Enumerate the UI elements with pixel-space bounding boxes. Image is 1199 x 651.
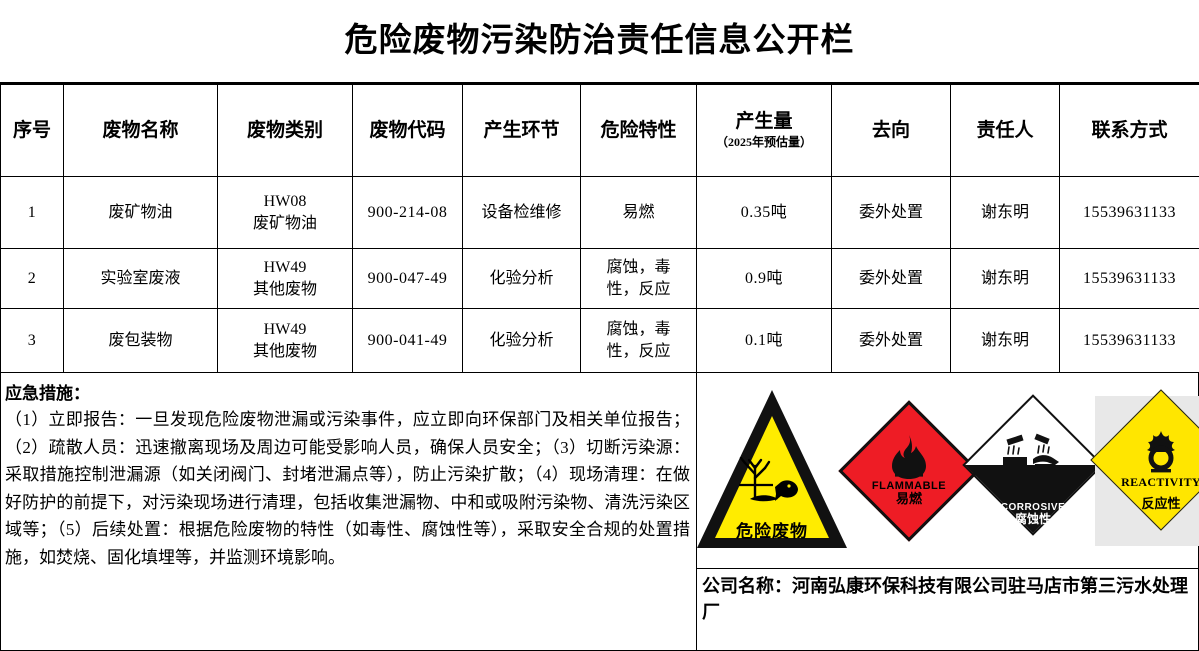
table-row: 1 废矿物油 HW08 废矿物油 900-214-08 设备检维修 易燃 0.3… — [1, 177, 1199, 249]
col-header-person: 责任人 — [951, 85, 1060, 177]
dead-tree-and-fish-icon — [733, 452, 811, 506]
sign-cell-corrosive: CORROSIVE 腐蚀性 — [971, 373, 1095, 568]
sign-cell-flammable: FLAMMABLE 易燃 — [847, 373, 971, 568]
corrosive-cn-label: 腐蚀性 — [971, 513, 1095, 527]
reactivity-content: REACTIVITY 反应性 — [1095, 406, 1199, 536]
table-header-row: 序号 废物名称 废物类别 废物代码 产生环节 危险特性 产生量 （2025年预估… — [1, 85, 1199, 177]
cell-category-code: HW49 — [221, 257, 349, 279]
cell-category-code: HW49 — [221, 319, 349, 341]
cell-stage: 化验分析 — [463, 249, 581, 309]
reactivity-en-label: REACTIVITY — [1121, 475, 1199, 490]
cell-hazard-line1: 腐蚀，毒 — [584, 319, 693, 341]
hazardous-waste-sign: 危险废物 — [697, 386, 847, 556]
right-column: 危险废物 FLAMMABLE 易燃 — [697, 373, 1199, 651]
hazard-signs-row: 危险废物 FLAMMABLE 易燃 — [697, 373, 1199, 569]
corrosion-hand-surface-icon — [1001, 433, 1065, 475]
sign-cell-reactivity: REACTIVITY 反应性 — [1095, 373, 1199, 568]
cell-code: 900-214-08 — [353, 177, 463, 249]
corrosive-sign: CORROSIVE 腐蚀性 — [971, 407, 1095, 535]
cell-contact: 15539631133 — [1060, 249, 1199, 309]
cell-destination: 委外处置 — [832, 177, 951, 249]
company-name-text: 公司名称：河南弘康环保科技有限公司驻马店市第三污水处理厂 — [702, 573, 1194, 625]
col-header-hazard: 危险特性 — [581, 85, 697, 177]
bottom-section: 应急措施： （1）立即报告：一旦发现危险废物泄漏或污染事件，应立即向环保部门及相… — [0, 373, 1199, 651]
cell-destination: 委外处置 — [832, 249, 951, 309]
cell-index: 1 — [1, 177, 64, 249]
cell-code: 900-047-49 — [353, 249, 463, 309]
table-row: 3 废包装物 HW49 其他废物 900-041-49 化验分析 腐蚀，毒 性，… — [1, 309, 1199, 373]
cell-person: 谢东明 — [951, 309, 1060, 373]
cell-name: 实验室废液 — [64, 249, 218, 309]
cell-category-name: 其他废物 — [221, 279, 349, 301]
flame-icon — [887, 434, 931, 480]
cell-person: 谢东明 — [951, 249, 1060, 309]
col-header-category: 废物类别 — [218, 85, 353, 177]
col-header-index: 序号 — [1, 85, 64, 177]
emergency-title: 应急措施： — [5, 379, 690, 404]
cell-amount: 0.9吨 — [697, 249, 832, 309]
corrosive-labels: CORROSIVE 腐蚀性 — [971, 502, 1095, 527]
flammable-sign: FLAMMABLE 易燃 — [847, 409, 971, 533]
board-title-band: 危险废物污染防治责任信息公开栏 — [0, 0, 1199, 84]
cell-hazard-line2: 性，反应 — [584, 279, 693, 301]
emergency-body: （1）立即报告：一旦发现危险废物泄漏或污染事件，应立即向环保部门及相关单位报告；… — [5, 406, 690, 571]
cell-name: 废矿物油 — [64, 177, 218, 249]
flammable-cn-label: 易燃 — [896, 492, 922, 507]
flammable-content: FLAMMABLE 易燃 — [847, 409, 971, 533]
cell-amount: 0.1吨 — [697, 309, 832, 373]
col-header-amount-sub: （2025年预估量） — [700, 136, 828, 150]
emergency-measures-panel: 应急措施： （1）立即报告：一旦发现危险废物泄漏或污染事件，应立即向环保部门及相… — [0, 373, 697, 651]
cell-hazard-line1: 腐蚀，毒 — [584, 257, 693, 279]
col-header-amount: 产生量 （2025年预估量） — [697, 85, 832, 177]
cell-hazard: 易燃 — [581, 177, 697, 249]
waste-table: 序号 废物名称 废物类别 废物代码 产生环节 危险特性 产生量 （2025年预估… — [0, 84, 1199, 373]
cell-person: 谢东明 — [951, 177, 1060, 249]
table-row: 2 实验室废液 HW49 其他废物 900-047-49 化验分析 腐蚀，毒 性… — [1, 249, 1199, 309]
cell-index: 3 — [1, 309, 64, 373]
reactivity-sign: REACTIVITY 反应性 — [1095, 396, 1199, 546]
col-header-contact: 联系方式 — [1060, 85, 1199, 177]
col-header-amount-main: 产生量 — [735, 111, 792, 132]
company-name-panel: 公司名称：河南弘康环保科技有限公司驻马店市第三污水处理厂 — [697, 569, 1199, 651]
cell-amount: 0.35吨 — [697, 177, 832, 249]
cell-stage: 设备检维修 — [463, 177, 581, 249]
cell-category-name: 废矿物油 — [221, 213, 349, 235]
cell-category-name: 其他废物 — [221, 341, 349, 363]
cell-index: 2 — [1, 249, 64, 309]
cell-destination: 委外处置 — [832, 309, 951, 373]
sign-cell-hazardous-waste: 危险废物 — [697, 373, 847, 568]
col-header-destination: 去向 — [832, 85, 951, 177]
cell-hazard: 腐蚀，毒 性，反应 — [581, 309, 697, 373]
reactivity-cn-label: 反应性 — [1141, 493, 1180, 512]
cell-contact: 15539631133 — [1060, 177, 1199, 249]
cell-category: HW08 废矿物油 — [218, 177, 353, 249]
cell-hazard: 腐蚀，毒 性，反应 — [581, 249, 697, 309]
cell-category: HW49 其他废物 — [218, 249, 353, 309]
cell-category-code: HW08 — [221, 191, 349, 213]
cell-hazard-line1: 易燃 — [584, 202, 693, 224]
cell-code: 900-041-49 — [353, 309, 463, 373]
cell-name: 废包装物 — [64, 309, 218, 373]
cell-contact: 15539631133 — [1060, 309, 1199, 373]
col-header-code: 废物代码 — [353, 85, 463, 177]
cell-hazard-line2: 性，反应 — [584, 341, 693, 363]
hazardous-waste-label: 危险废物 — [697, 517, 847, 542]
col-header-name: 废物名称 — [64, 85, 218, 177]
page-title: 危险废物污染防治责任信息公开栏 — [345, 25, 855, 58]
oxidizer-flaming-circle-icon — [1138, 429, 1184, 475]
col-header-stage: 产生环节 — [463, 85, 581, 177]
cell-stage: 化验分析 — [463, 309, 581, 373]
cell-category: HW49 其他废物 — [218, 309, 353, 373]
